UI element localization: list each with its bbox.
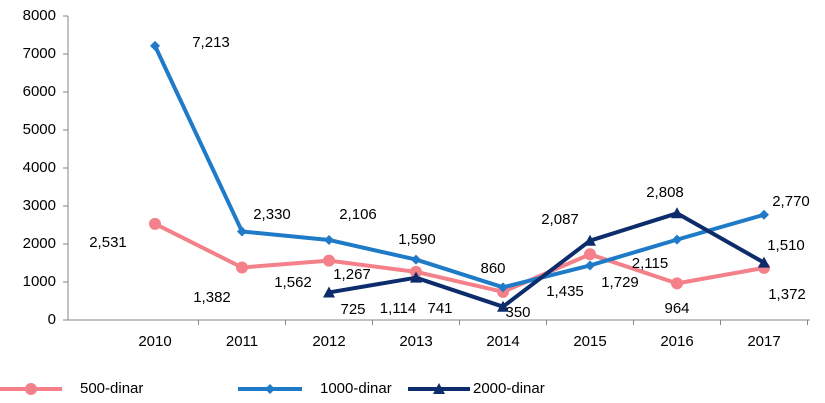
data-label: 1,267 bbox=[333, 266, 371, 283]
point bbox=[324, 234, 334, 245]
x-tick-label: 2012 bbox=[312, 333, 345, 350]
data-label: 725 bbox=[340, 301, 365, 318]
data-label: 7,213 bbox=[192, 34, 230, 51]
data-label: 1,729 bbox=[601, 274, 639, 291]
data-label: 350 bbox=[505, 304, 530, 321]
y-tick-label: 3000 bbox=[23, 197, 56, 214]
legend-label: 2000-dinar bbox=[473, 380, 545, 397]
data-label: 1,510 bbox=[767, 237, 805, 254]
point bbox=[323, 254, 335, 267]
series-line bbox=[328, 211, 765, 309]
x-tick-label: 2015 bbox=[573, 333, 606, 350]
y-tick-label: 0 bbox=[48, 311, 56, 328]
point bbox=[585, 260, 595, 271]
x-tick-label: 2017 bbox=[747, 333, 780, 350]
data-label: 1,590 bbox=[398, 231, 436, 248]
x-tick-label: 2016 bbox=[660, 333, 693, 350]
y-tick-label: 4000 bbox=[23, 159, 56, 176]
point bbox=[671, 277, 683, 290]
legend-marker bbox=[265, 384, 275, 394]
legend-marker bbox=[25, 383, 37, 395]
data-label: 2,087 bbox=[541, 211, 579, 228]
x-tick-label: 2011 bbox=[226, 333, 258, 350]
data-label: 1,435 bbox=[546, 283, 584, 300]
data-label: 2,808 bbox=[646, 184, 684, 201]
point bbox=[584, 248, 596, 261]
point bbox=[759, 209, 769, 220]
data-label: 964 bbox=[664, 300, 689, 317]
data-label: 2,770 bbox=[772, 193, 810, 210]
point bbox=[497, 300, 509, 312]
point bbox=[149, 217, 161, 230]
legend-label: 1000-dinar bbox=[320, 380, 392, 397]
point bbox=[411, 254, 421, 265]
point bbox=[237, 226, 247, 237]
data-label: 2,531 bbox=[89, 234, 127, 251]
y-tick-label: 8000 bbox=[23, 7, 56, 24]
data-label: 1,382 bbox=[193, 289, 231, 306]
data-label: 1,372 bbox=[768, 286, 806, 303]
data-label: 860 bbox=[480, 260, 505, 277]
point bbox=[410, 271, 422, 283]
point bbox=[758, 256, 770, 268]
data-label: 2,115 bbox=[632, 255, 668, 272]
y-tick-label: 1000 bbox=[23, 273, 56, 290]
data-label: 1,562 bbox=[274, 274, 312, 291]
y-tick-label: 2000 bbox=[23, 235, 56, 252]
point bbox=[323, 286, 335, 298]
data-label: 2,106 bbox=[339, 206, 377, 223]
x-tick-label: 2014 bbox=[486, 333, 519, 350]
legend-marker bbox=[433, 383, 445, 394]
x-tick-label: 2010 bbox=[138, 333, 171, 350]
point bbox=[498, 282, 508, 293]
legend-label: 500-dinar bbox=[80, 380, 143, 397]
point bbox=[671, 207, 683, 219]
y-tick-label: 5000 bbox=[23, 121, 56, 138]
series-line bbox=[153, 45, 765, 290]
point bbox=[236, 261, 248, 274]
point bbox=[584, 234, 596, 246]
point bbox=[150, 40, 160, 51]
series-line bbox=[154, 222, 765, 294]
data-label: 1,114 bbox=[380, 300, 416, 317]
x-tick-label: 2013 bbox=[399, 333, 432, 350]
y-tick-label: 7000 bbox=[23, 45, 56, 62]
data-label: 741 bbox=[427, 300, 452, 317]
point bbox=[672, 234, 682, 245]
data-label: 2,330 bbox=[253, 206, 291, 223]
y-tick-label: 6000 bbox=[23, 83, 56, 100]
